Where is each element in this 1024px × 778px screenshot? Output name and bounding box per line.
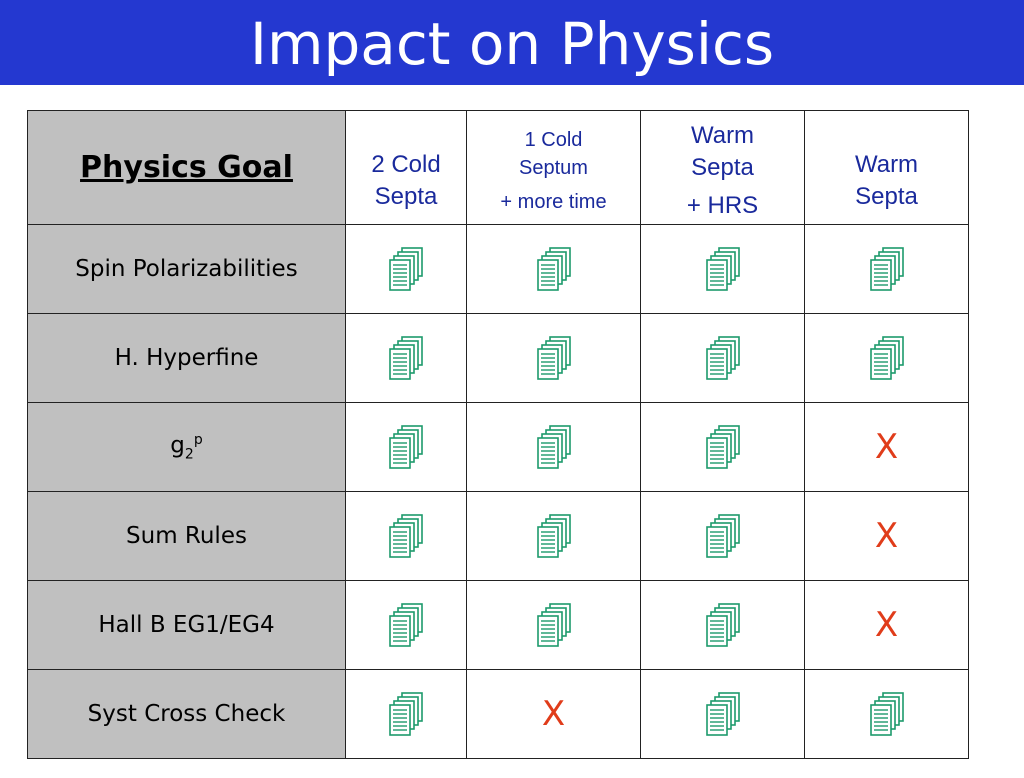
column-header-line: Septa [855, 182, 918, 210]
document-stack-icon [388, 424, 424, 470]
physics-goal-label: Hall B EG1/EG4 [98, 612, 275, 638]
column-header-line: Warm [854, 150, 919, 178]
mark-cell [466, 580, 641, 670]
document-stack-icon [869, 335, 905, 381]
physics-goal-label: H. Hyperfine [114, 345, 259, 371]
column-header-line: Septa [691, 153, 754, 181]
document-stack-icon [388, 246, 424, 292]
document-stack-icon [536, 513, 572, 559]
mark-cell [804, 224, 969, 314]
mark-cell: X [804, 580, 969, 670]
document-stack-icon [869, 246, 905, 292]
column-header-line: Septa [374, 182, 438, 210]
header-row: Physics Goal 2 Cold Septa 1 Cold Septum … [27, 110, 969, 225]
table-row: Sum Rules X [27, 491, 969, 581]
mark-cell [640, 580, 805, 670]
mark-cell [640, 669, 805, 759]
mark-cell: X [466, 669, 641, 759]
mark-cell: X [804, 402, 969, 492]
mark-cell [345, 402, 467, 492]
column-header-line: 1 Cold [524, 128, 583, 151]
mark-cell [466, 491, 641, 581]
document-stack-icon [536, 246, 572, 292]
table-row: Hall B EG1/EG4 X [27, 580, 969, 670]
mark-cell [640, 224, 805, 314]
physics-goal-label: Sum Rules [126, 523, 247, 549]
mark-cell [345, 224, 467, 314]
mark-cell [640, 313, 805, 403]
document-stack-icon [536, 424, 572, 470]
table-body: Spin Polarizabilities H. Hyperfine g2p X Sum… [27, 224, 969, 759]
document-stack-icon [388, 691, 424, 737]
mark-cell [345, 313, 467, 403]
document-stack-icon [536, 602, 572, 648]
physics-goal-cell: Sum Rules [27, 491, 346, 581]
document-stack-icon [705, 424, 741, 470]
physics-table: Physics Goal 2 Cold Septa 1 Cold Septum … [27, 110, 969, 759]
column-header-line: + HRS [686, 191, 759, 219]
physics-goal-cell: Hall B EG1/EG4 [27, 580, 346, 670]
physics-goal-subscript: 2 [184, 446, 194, 463]
document-stack-icon [705, 602, 741, 648]
document-stack-icon [705, 513, 741, 559]
physics-goal-label: g [170, 432, 185, 459]
column-header-line: + more time [500, 190, 607, 213]
mark-cell [466, 402, 641, 492]
column-header-line: Septum [519, 156, 588, 179]
mark-cell [466, 313, 641, 403]
mark-cell [640, 491, 805, 581]
document-stack-icon [705, 335, 741, 381]
mark-cell [345, 669, 467, 759]
mark-cell: X [804, 491, 969, 581]
document-stack-icon [536, 335, 572, 381]
column-header-1-cold-septum: 1 Cold Septum + more time [466, 110, 641, 225]
mark-cell [804, 669, 969, 759]
x-mark: X [874, 516, 899, 556]
x-mark: X [874, 605, 899, 645]
physics-goal-cell: g2p [27, 402, 346, 492]
document-stack-icon [869, 691, 905, 737]
document-stack-icon [388, 513, 424, 559]
page-title: Impact on Physics [249, 10, 775, 78]
mark-cell [345, 580, 467, 670]
mark-cell [345, 491, 467, 581]
physics-goal-cell: Syst Cross Check [27, 669, 346, 759]
mark-cell [640, 402, 805, 492]
document-stack-icon [388, 335, 424, 381]
column-header-line: 2 Cold [371, 150, 441, 178]
physics-goal-cell: H. Hyperfine [27, 313, 346, 403]
column-header-warm-septa: Warm Septa [804, 110, 969, 225]
physics-goal-cell: Spin Polarizabilities [27, 224, 346, 314]
physics-goal-header: Physics Goal [27, 110, 346, 225]
title-bar [0, 0, 1024, 85]
column-header-line: Warm [690, 121, 755, 149]
column-header-2-cold-septa: 2 Cold Septa [345, 110, 467, 225]
table-row: Spin Polarizabilities [27, 224, 969, 314]
mark-cell [466, 224, 641, 314]
physics-goal-superscript: p [193, 431, 203, 448]
document-stack-icon [388, 602, 424, 648]
physics-goal-label: Spin Polarizabilities [75, 256, 298, 282]
table-row: g2p X [27, 402, 969, 492]
x-mark: X [874, 427, 899, 467]
table-row: Syst Cross Check X [27, 669, 969, 759]
column-header-warm-septa-hrs: Warm Septa + HRS [640, 110, 805, 225]
mark-cell [804, 313, 969, 403]
physics-goal-label: Syst Cross Check [87, 701, 286, 727]
x-mark: X [541, 694, 566, 734]
document-stack-icon [705, 691, 741, 737]
document-stack-icon [705, 246, 741, 292]
table-row: H. Hyperfine [27, 313, 969, 403]
